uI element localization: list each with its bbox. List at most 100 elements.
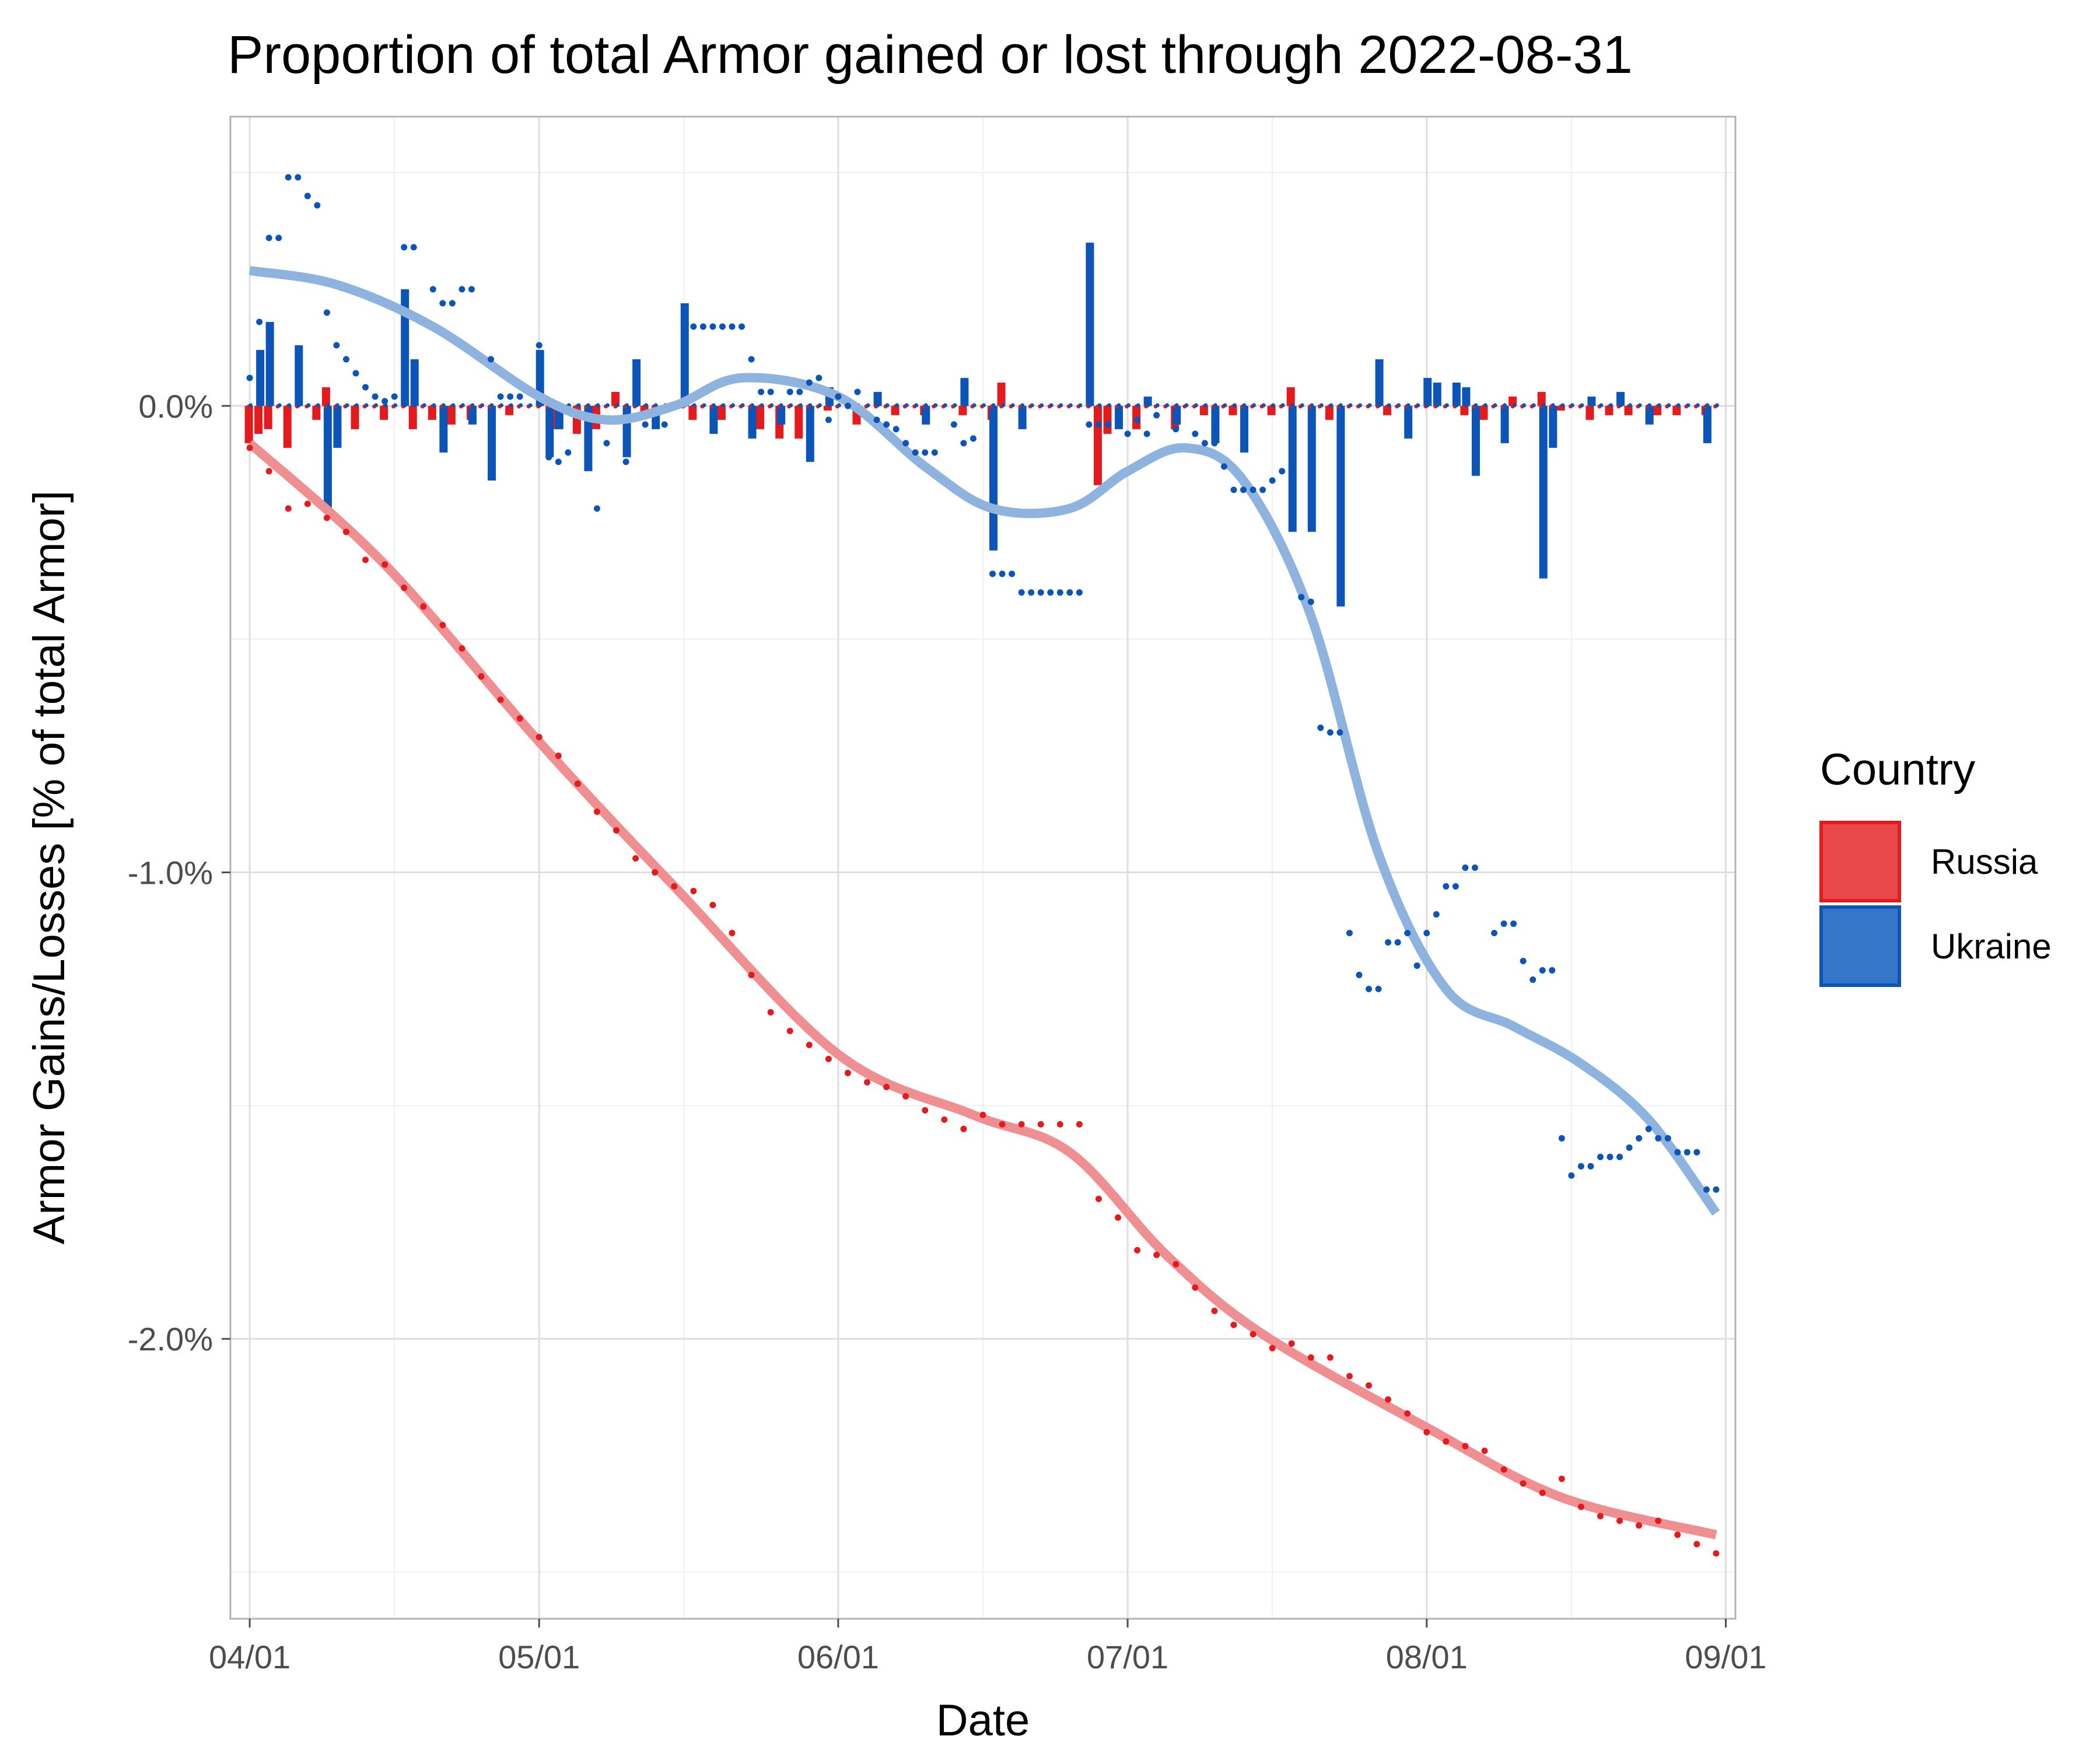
- russia-cumulative-point: [1250, 1331, 1256, 1338]
- ukraine-baseline-dot: [876, 403, 880, 408]
- ukraine-daily-bar: [401, 289, 410, 406]
- legend-key-russia: [1819, 821, 1901, 902]
- x-tick-label: 06/01: [797, 1639, 879, 1675]
- ukraine-baseline-dot: [1049, 403, 1054, 408]
- russia-cumulative-point: [1693, 1541, 1700, 1548]
- ukraine-daily-bar: [1471, 405, 1480, 476]
- ukraine-cumulative-point: [1279, 468, 1286, 475]
- ukraine-cumulative-point: [372, 393, 379, 400]
- ukraine-cumulative-point: [767, 388, 774, 396]
- ukraine-cumulative-point: [391, 393, 398, 400]
- ukraine-cumulative-point: [1105, 421, 1112, 428]
- russia-cumulative-point: [1134, 1247, 1141, 1254]
- ukraine-cumulative-point: [1095, 421, 1102, 428]
- ukraine-cumulative-point: [1645, 1125, 1652, 1132]
- ukraine-cumulative-point: [1655, 1135, 1662, 1142]
- russia-cumulative-point: [323, 514, 330, 522]
- russia-cumulative-point: [1115, 1214, 1122, 1221]
- ukraine-daily-bar: [1423, 377, 1432, 406]
- russia-cumulative-point: [1366, 1382, 1373, 1389]
- russia-cumulative-point: [555, 752, 562, 760]
- ukraine-cumulative-point: [1530, 976, 1536, 983]
- russia-cumulative-point: [439, 622, 446, 629]
- chart-title: Proportion of total Armor gained or lost…: [228, 25, 1633, 85]
- ukraine-baseline-dot: [1001, 403, 1006, 408]
- ukraine-baseline-dot: [943, 403, 947, 408]
- ukraine-baseline-dot: [499, 403, 504, 408]
- russia-cumulative-point: [536, 734, 542, 741]
- ukraine-baseline-dot: [1203, 403, 1208, 408]
- ukraine-cumulative-point: [1587, 1163, 1594, 1170]
- ukraine-daily-bar: [1018, 405, 1027, 429]
- x-tick-label: 08/01: [1386, 1639, 1468, 1675]
- ukraine-cumulative-point: [835, 393, 842, 400]
- ukraine-baseline-dot: [249, 403, 253, 408]
- ukraine-cumulative-point: [536, 342, 542, 349]
- russia-cumulative-point: [844, 1069, 851, 1076]
- ukraine-baseline-dot: [953, 403, 957, 408]
- ukraine-baseline-dot: [1483, 403, 1488, 408]
- ukraine-cumulative-point: [1433, 911, 1440, 918]
- ukraine-cumulative-point: [333, 342, 340, 349]
- ukraine-baseline-dot: [1290, 403, 1295, 408]
- ukraine-baseline-dot: [1387, 403, 1391, 408]
- ukraine-cumulative-point: [1143, 430, 1150, 438]
- ukraine-cumulative-point: [256, 318, 263, 326]
- ukraine-daily-bar: [1211, 405, 1220, 443]
- ukraine-daily-bar: [1462, 387, 1471, 406]
- ukraine-trend-line: [249, 265, 1720, 1216]
- russia-cumulative-point: [459, 645, 466, 652]
- russia-cumulative-point: [246, 444, 253, 452]
- ukraine-baseline-dot: [412, 403, 417, 408]
- ukraine-daily-bar: [1404, 405, 1413, 439]
- russia-cumulative-point: [516, 715, 523, 722]
- russia-cumulative-point: [1211, 1307, 1218, 1314]
- russia-cumulative-point: [960, 1125, 967, 1132]
- ukraine-cumulative-point: [429, 286, 436, 293]
- ukraine-baseline-dot: [489, 403, 494, 408]
- ukraine-cumulative-point: [1134, 416, 1141, 424]
- ukraine-baseline-dot: [606, 403, 610, 408]
- ukraine-baseline-dot: [769, 403, 774, 408]
- ukraine-daily-bar: [256, 349, 265, 406]
- russia-daily-bar: [428, 405, 436, 420]
- russia-cumulative-point: [1597, 1513, 1604, 1520]
- ukraine-cumulative-point: [1346, 929, 1353, 936]
- ukraine-cumulative-point: [314, 202, 321, 209]
- ukraine-cumulative-point: [1009, 570, 1016, 578]
- ukraine-cumulative-point: [1693, 1149, 1700, 1156]
- ukraine-baseline-dot: [306, 403, 311, 408]
- ukraine-baseline-dot: [402, 403, 407, 408]
- russia-daily-bar: [1479, 405, 1488, 420]
- ukraine-baseline-dot: [1599, 403, 1604, 408]
- ukraine-cumulative-point: [950, 421, 957, 428]
- ukraine-cumulative-point: [709, 323, 716, 330]
- ukraine-cumulative-point: [806, 379, 813, 386]
- ukraine-baseline-dot: [895, 403, 900, 408]
- ukraine-baseline-dot: [827, 403, 832, 408]
- ukraine-baseline-dot: [1416, 403, 1420, 408]
- ukraine-baseline-dot: [1223, 403, 1227, 408]
- ukraine-daily-bar: [545, 405, 554, 457]
- ukraine-cumulative-point: [1684, 1149, 1690, 1156]
- russia-cumulative-point: [1153, 1251, 1160, 1258]
- russia-cumulative-point: [883, 1083, 890, 1090]
- ukraine-baseline-dot: [1367, 403, 1372, 408]
- ukraine-daily-bar: [410, 359, 419, 406]
- ukraine-baseline-dot: [1300, 403, 1304, 408]
- russia-daily-bar: [1325, 405, 1334, 420]
- x-axis-title: Date: [936, 1696, 1030, 1745]
- ukraine-cumulative-point: [999, 570, 1006, 578]
- ukraine-baseline-dot: [817, 403, 822, 408]
- ukraine-daily-bar: [1587, 396, 1596, 406]
- ukraine-baseline-dot: [1454, 403, 1459, 408]
- ukraine-baseline-dot: [1406, 403, 1410, 408]
- ukraine-baseline-dot: [1213, 403, 1217, 408]
- ukraine-baseline-dot: [615, 403, 620, 408]
- x-tick-label: 04/01: [209, 1639, 290, 1675]
- ukraine-cumulative-point: [342, 356, 349, 363]
- russia-cumulative-point: [941, 1116, 948, 1123]
- russia-daily-bar: [1093, 405, 1102, 485]
- ukraine-cumulative-point: [1394, 939, 1401, 946]
